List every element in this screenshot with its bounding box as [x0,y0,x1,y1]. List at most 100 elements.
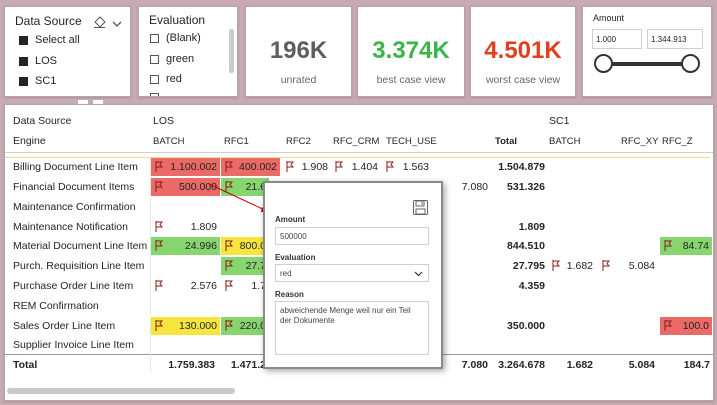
table-cell[interactable]: 2.576 [151,277,220,295]
table-cell[interactable]: 130.000 [151,317,220,335]
table-cell[interactable]: 27.7 [221,257,269,275]
col-header-tech-use[interactable]: TECH_USE [386,136,437,147]
row-label: Material Document Line Item [13,240,148,252]
evaluation-slicer: Evaluation (Blank) green red [138,6,238,97]
checkbox[interactable] [19,35,28,45]
flag-icon [335,161,344,175]
slicer-item-los[interactable]: LOS [19,54,57,68]
flag-icon [225,260,234,274]
card-unrated: 196K unrated [245,6,352,97]
flag-icon [602,260,611,274]
card-value: 3.374K [372,37,450,64]
table-cell[interactable]: 1.908 [282,158,331,176]
chevron-down-icon[interactable] [112,15,122,33]
row-total: 531.326 [507,181,545,193]
col-header-rfc1[interactable]: RFC1 [224,136,249,147]
table-cell[interactable]: 5.084 [598,257,658,275]
col-header-total[interactable]: Total [495,136,517,147]
total-row-label: Total [13,359,38,371]
data-source-slicer: Data Source Select all LOS SC1 [4,6,131,97]
flag-icon [225,181,234,195]
row-total: 27.795 [512,260,545,272]
flag-icon [664,320,673,334]
engine-header: Engine [13,135,46,147]
data-source-slicer-title: Data Source [15,14,82,28]
amount-max-input[interactable]: 1.344.913 [647,29,703,49]
slicer-item-sc1[interactable]: SC1 [19,74,56,88]
card-label: worst case view [485,74,561,86]
row-total: 4.359 [518,280,545,292]
table-cell[interactable]: 1.7 [221,277,269,295]
total-cell: 1.682 [566,359,593,371]
table-cell[interactable]: 1.563 [382,158,432,176]
table-cell[interactable]: 220.0 [221,317,269,335]
slicer-item-label: SC1 [35,75,57,87]
table-cell[interactable]: 400.002 [221,158,280,176]
card-best-case: 3.374K best case view [357,6,465,97]
card-label: best case view [376,74,446,86]
table-cell[interactable]: 1.404 [331,158,381,176]
card-value: 4.501K [484,37,562,64]
col-header-rfc-z[interactable]: RFC_Z [662,136,693,147]
row-label: Maintenance Confirmation [13,201,136,213]
row-total: 1.809 [518,221,545,233]
row-label: REM Confirmation [13,300,99,312]
reason-textarea[interactable]: abweichende Menge weil nur ein Teil der … [275,301,429,355]
row-total: 1.504.879 [498,161,545,173]
table-cell[interactable]: 1.809 [151,218,220,236]
slicer-item-blank[interactable]: (Blank) [150,31,201,45]
table-cell[interactable]: 24.996 [151,237,220,255]
amount-min-input[interactable]: 1.000 [592,29,642,49]
flag-icon [225,280,234,294]
table-cell[interactable]: 1.682 [548,257,596,275]
table-cell[interactable]: 1.100.002 [151,158,220,176]
table-cell[interactable]: 21.6 [221,178,269,196]
total-cell: 5.084 [628,359,655,371]
evaluation-selected-value: red [280,269,292,278]
flag-icon [155,181,164,195]
amount-input[interactable]: 500000 [275,227,429,245]
col-header-sc1-batch[interactable]: BATCH [549,136,581,147]
table-cell[interactable]: 100.0 [660,317,712,335]
slicer-item-label: red [166,73,182,85]
table-cell[interactable]: 500.000 [151,178,220,196]
amount-slider-min-handle[interactable] [594,54,613,73]
row-label: Financial Document Items [13,181,135,193]
amount-slider-max-handle[interactable] [681,54,700,73]
data-source-header: Data Source [13,115,72,127]
eraser-icon[interactable] [93,15,106,33]
checkbox[interactable] [19,56,28,66]
evaluation-slicer-title: Evaluation [149,13,206,27]
slicer-item-label: Select all [35,34,80,46]
slicer-item-red[interactable]: red [150,72,182,86]
checkbox[interactable] [150,93,159,96]
amount-slicer: Amount 1.000 1.344.913 [582,6,712,97]
col-header-rfc-xy[interactable]: RFC_XY [621,136,659,147]
resize-grip[interactable] [93,100,103,104]
chevron-down-icon [414,270,423,279]
table-cell[interactable]: 7.080 [461,181,488,193]
resize-grip[interactable] [78,100,88,104]
slicer-item-select-all[interactable]: Select all [19,33,80,47]
col-header-rfc-crm[interactable]: RFC_CRM [333,136,380,147]
col-header-rfc2[interactable]: RFC2 [286,136,311,147]
table-cell[interactable]: 800.0 [221,237,269,255]
slicer-item-label: LOS [35,55,58,67]
save-icon[interactable] [413,200,428,220]
checkbox[interactable] [150,74,159,84]
evaluation-dropdown[interactable]: red [275,264,429,282]
slicer-scrollbar[interactable] [229,29,234,73]
table-cell[interactable]: 84.74 [660,237,712,255]
slicer-item-green[interactable]: green [150,52,194,66]
flag-icon [225,161,234,175]
row-label: Supplier Invoice Line Item [13,339,134,351]
checkbox[interactable] [150,33,159,43]
checkbox[interactable] [150,54,159,64]
total-cell: 184.7 [683,359,710,371]
checkbox[interactable] [19,76,28,86]
amount-slider-track[interactable] [603,62,691,66]
horizontal-scrollbar[interactable] [7,388,235,394]
flag-icon [155,280,164,294]
col-header-batch[interactable]: BATCH [153,136,185,147]
total-cell: 1.759.383 [168,359,215,371]
